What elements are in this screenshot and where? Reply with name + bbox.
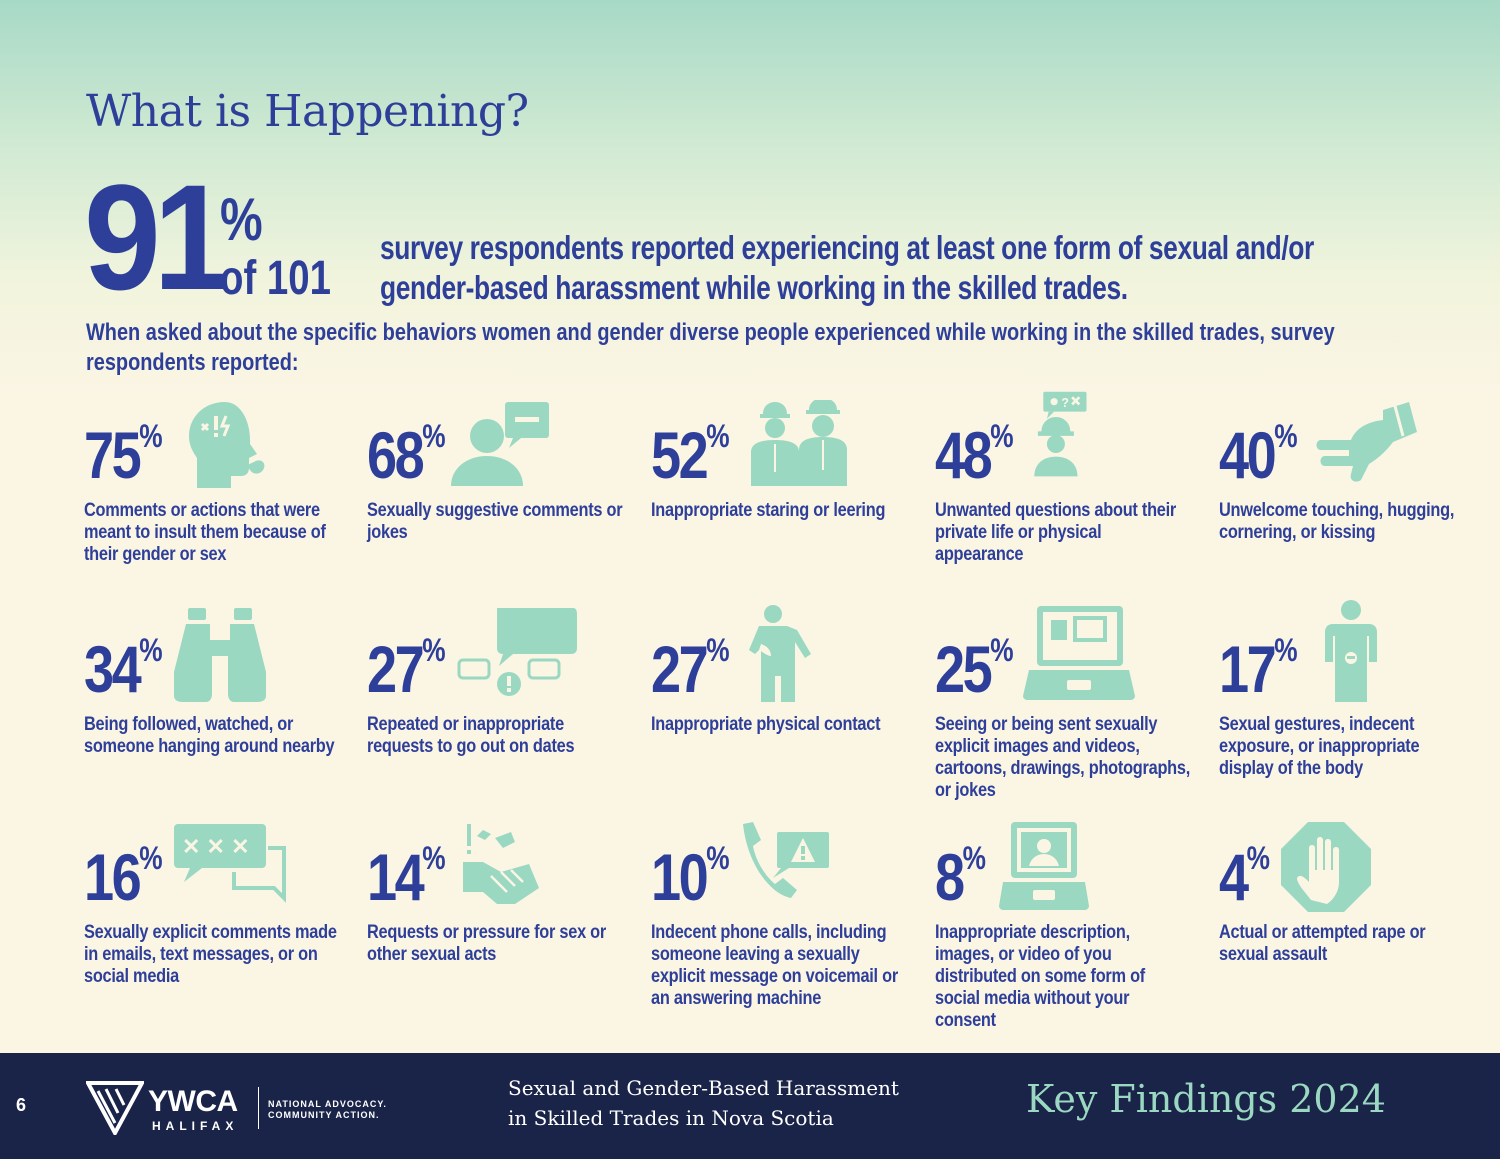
- pointing-hand-icon: [1311, 400, 1421, 490]
- stat-value: 8%: [935, 840, 986, 914]
- logo-divider: [258, 1087, 259, 1129]
- logo-name: YWCA: [148, 1085, 238, 1118]
- stat-value: 75%: [84, 418, 163, 492]
- stat-label: Sexually explicit comments made in email…: [84, 922, 337, 987]
- stat-card: 27% Repeated or inappropriate requests t…: [367, 608, 647, 814]
- stat-value: 40%: [1219, 418, 1298, 492]
- stat-label: Sexually suggestive comments or jokes: [367, 500, 623, 543]
- stat-label: Unwelcome touching, hugging, cornering, …: [1219, 500, 1455, 543]
- stat-value: 52%: [651, 418, 730, 492]
- stat-card: 34% Being followed, watched, or someone …: [84, 608, 364, 814]
- report-title: Sexual and Gender-Based Harassment in Sk…: [508, 1076, 899, 1130]
- stat-value: 25%: [935, 632, 1014, 706]
- page-title: What is Happening?: [86, 86, 529, 137]
- stat-label: Seeing or being sent sexually explicit i…: [935, 714, 1191, 801]
- stop-hand-icon: [1281, 822, 1371, 912]
- key-findings-label: Key Findings 2024: [1026, 1077, 1386, 1121]
- logo-tagline: NATIONAL ADVOCACY. COMMUNITY ACTION.: [268, 1099, 387, 1120]
- speech-bubbles-icon: [455, 604, 579, 704]
- stat-label: Being followed, watched, or someone hang…: [84, 714, 335, 757]
- page-number: 6: [16, 1095, 27, 1115]
- stat-label: Unwanted questions about their private l…: [935, 500, 1177, 565]
- stat-label: Comments or actions that were meant to i…: [84, 500, 326, 565]
- stat-value: 14%: [367, 840, 446, 914]
- headline-percent-sign: %: [220, 186, 263, 253]
- angry-head-icon: [170, 400, 280, 490]
- stat-value: 10%: [651, 840, 730, 914]
- stat-value: 27%: [651, 632, 730, 706]
- stat-card: 8% Inappropriate description, images, or…: [935, 820, 1215, 1031]
- handshake-icon: [461, 822, 541, 908]
- standing-person-icon: [1323, 600, 1379, 704]
- stat-card: 16% ✕ ✕ ✕ Sexually explicit comments mad…: [84, 822, 364, 1022]
- stat-card: 75% Comments or actions that were meant …: [84, 400, 364, 600]
- laptop-photo-icon: [999, 820, 1089, 910]
- phone-warning-icon: [737, 822, 831, 908]
- stat-card: 27% Inappropriate physical contact: [651, 605, 931, 814]
- stat-label: Inappropriate description, images, or vi…: [935, 922, 1146, 1031]
- ywca-logo: YWCA HALIFAX NATIONAL ADVOCACY. COMMUNIT…: [86, 1077, 416, 1137]
- stat-label: Actual or attempted rape or sexual assau…: [1219, 922, 1426, 965]
- stat-label: Sexual gestures, indecent exposure, or i…: [1219, 714, 1420, 779]
- stat-card: 17% Sexual gestures, indecent exposure, …: [1219, 600, 1499, 814]
- stat-card: 25% Seeing or being sent sexually explic…: [935, 606, 1215, 814]
- headline-of-total: of 101: [220, 252, 331, 305]
- stat-card: 68% Sexually suggestive comments or joke…: [367, 400, 647, 600]
- stat-value: 17%: [1219, 632, 1298, 706]
- footer: 6 YWCA HALIFAX NATIONAL ADVOCACY. COMMUN…: [0, 1053, 1500, 1159]
- ywca-logo-icon: [86, 1081, 144, 1135]
- stat-value: 16%: [84, 840, 163, 914]
- stat-label: Indecent phone calls, including someone …: [651, 922, 898, 1009]
- stat-value: 27%: [367, 632, 446, 706]
- intro-text: When asked about the specific behaviors …: [86, 319, 1335, 376]
- stat-value: 4%: [1219, 840, 1270, 914]
- stat-value: 68%: [367, 418, 446, 492]
- person-touched-icon: [739, 604, 819, 704]
- stat-label: Inappropriate physical contact: [651, 714, 881, 735]
- censored-messages-icon: ✕ ✕ ✕: [172, 822, 288, 906]
- stat-value: 48%: [935, 418, 1014, 492]
- stat-card: 40% Unwelcome touching, hugging, corneri…: [1219, 400, 1499, 600]
- stat-label: Repeated or inappropriate requests to go…: [367, 714, 575, 757]
- stat-card: 10% Indecent phone calls, including some…: [651, 822, 931, 1022]
- worker-question-icon: ?: [1027, 390, 1137, 480]
- stat-label: Requests or pressure for sex or other se…: [367, 922, 607, 965]
- stat-card: 14% Requests or pressure for sex or othe…: [367, 822, 647, 1022]
- logo-city: HALIFAX: [152, 1119, 239, 1133]
- svg-text:?: ?: [1061, 396, 1069, 410]
- speech-person-icon: [447, 400, 557, 490]
- binoculars-icon: [168, 606, 272, 702]
- workers-icon: [747, 400, 857, 490]
- stat-card: 52% Inappropriate staring or leering: [651, 400, 931, 600]
- headline-big-value: 91: [84, 153, 230, 321]
- stat-value: 34%: [84, 632, 163, 706]
- laptop-images-icon: [1023, 604, 1135, 700]
- headline-text: survey respondents reported experiencing…: [380, 229, 1314, 306]
- stat-card: 48% ? Unwanted questions about their pri…: [935, 391, 1215, 600]
- stat-label: Inappropriate staring or leering: [651, 500, 886, 521]
- svg-text:✕ ✕ ✕: ✕ ✕ ✕: [182, 834, 250, 859]
- stat-card: 4% Actual or attempted rape or sexual as…: [1219, 822, 1499, 1022]
